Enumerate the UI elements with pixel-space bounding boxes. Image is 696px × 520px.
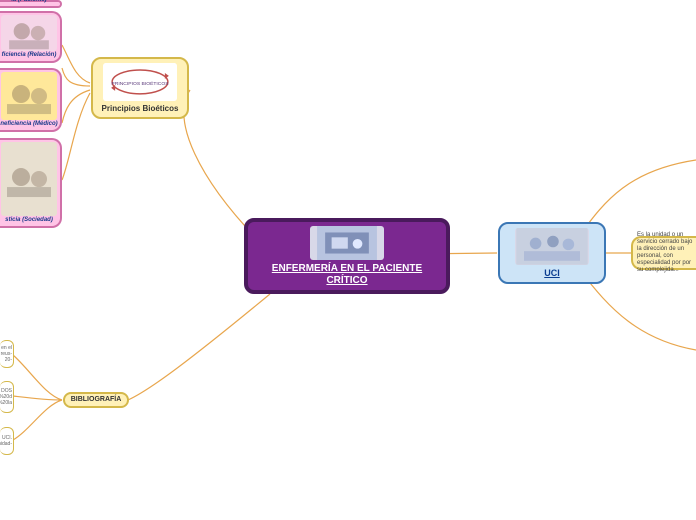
side-item-label: sticia (Sociedad) [5,217,53,224]
side-item-image [1,15,57,51]
bibliografia-label: BIBLIOGRAFÍA [71,396,122,404]
bib-item[interactable]: DOS Rol%20d n%20la [0,381,14,413]
bib-item-text: UCI. unidad- [0,435,12,447]
uci-node[interactable]: UCI [498,222,606,284]
central-node[interactable]: ENFERMERÍA EN EL PACIENTE CRÍTICO [244,218,450,294]
side-item[interactable]: sticia (Sociedad) [0,138,62,228]
principios-image: PRINCIPIOS BIOÉTICOS [103,63,177,101]
uci-description: Es la unidad o un servicio cerrado bajo … [631,236,696,270]
side-item-image [1,72,57,120]
principios-node[interactable]: PRINCIPIOS BIOÉTICOS Principios Bioético… [91,57,189,119]
side-item-image [1,142,57,216]
bib-item-text: en el reus-20- [1,345,12,363]
bib-item[interactable]: en el reus-20- [0,340,14,368]
bib-item-text: DOS Rol%20d n%20la [0,388,12,406]
bibliografia-node[interactable]: BIBLIOGRAFÍA [63,392,129,408]
side-item-label: ficiencia (Relación) [2,52,57,59]
central-image [310,226,384,260]
side-item-label: ía (Paciente) [11,0,46,4]
uci-description-text: Es la unidad o un servicio cerrado bajo … [637,232,694,273]
bib-item[interactable]: UCI. unidad- [0,427,14,455]
side-item-label: neficiencia (Médico) [0,121,57,128]
side-item[interactable]: ficiencia (Relación) [0,11,62,63]
svg-text:PRINCIPIOS BIOÉTICOS: PRINCIPIOS BIOÉTICOS [111,80,169,87]
side-item[interactable]: ía (Paciente) [0,0,62,8]
principios-label: Principios Bioéticos [102,104,179,113]
uci-label: UCI [544,268,560,278]
central-label: ENFERMERÍA EN EL PACIENTE CRÍTICO [254,263,440,286]
uci-image [515,228,589,265]
side-item[interactable]: neficiencia (Médico) [0,68,62,132]
